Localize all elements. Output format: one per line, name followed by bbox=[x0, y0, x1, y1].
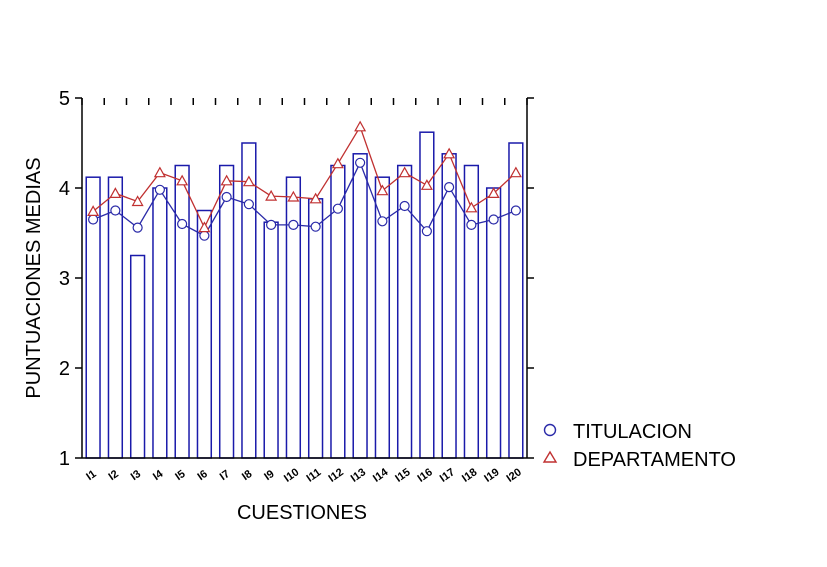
legend-label-titulacion: TITULACION bbox=[573, 421, 692, 443]
bar-i13 bbox=[352, 153, 368, 459]
point-departamento bbox=[220, 174, 233, 186]
x-tick-label: I4 bbox=[151, 467, 166, 483]
point-titulacion bbox=[310, 221, 321, 232]
x-tick-label: I11 bbox=[304, 466, 323, 484]
bar-i6 bbox=[196, 209, 213, 459]
point-departamento bbox=[376, 184, 389, 196]
x-tick-label: I2 bbox=[106, 468, 120, 483]
x-tick-label: I8 bbox=[240, 468, 254, 483]
bar-group bbox=[85, 131, 524, 459]
point-titulacion bbox=[132, 222, 143, 233]
point-departamento bbox=[109, 187, 122, 198]
x-tick-label: I16 bbox=[415, 466, 434, 485]
point-titulacion bbox=[332, 203, 343, 214]
bar-i11 bbox=[307, 198, 324, 459]
x-tick-label: I10 bbox=[282, 466, 301, 485]
point-titulacion bbox=[421, 226, 432, 237]
y-axis-title: PUNTUACIONES MEDIAS bbox=[23, 157, 45, 398]
x-tick-label: I14 bbox=[371, 466, 391, 485]
bar-i20 bbox=[508, 142, 524, 459]
point-departamento bbox=[198, 221, 211, 233]
point-titulacion bbox=[199, 230, 210, 241]
bar-i4 bbox=[152, 187, 168, 459]
bar-i17 bbox=[441, 153, 457, 459]
legend-marker-departamento bbox=[542, 450, 558, 463]
point-titulacion bbox=[510, 205, 521, 216]
y-tick-label: 1 bbox=[59, 448, 70, 470]
point-titulacion bbox=[488, 214, 499, 225]
series-line-titulacion bbox=[92, 161, 517, 237]
point-departamento bbox=[87, 205, 100, 216]
y-tick-label: 5 bbox=[59, 88, 70, 110]
x-tick-label: I1 bbox=[84, 468, 98, 483]
x-tick-label: I20 bbox=[504, 466, 523, 485]
point-departamento bbox=[509, 166, 522, 178]
legend: TITULACION DEPARTAMENTO bbox=[542, 421, 736, 471]
point-titulacion bbox=[288, 219, 299, 230]
point-departamento bbox=[398, 166, 411, 178]
bar-i2 bbox=[107, 176, 124, 459]
point-departamento bbox=[354, 120, 367, 132]
x-tick-label: I18 bbox=[460, 466, 479, 485]
axes bbox=[75, 97, 534, 459]
x-tick-label: I7 bbox=[218, 468, 232, 483]
bar-i7 bbox=[218, 164, 235, 459]
point-titulacion bbox=[110, 205, 121, 216]
point-departamento bbox=[176, 174, 189, 186]
point-titulacion bbox=[377, 216, 388, 227]
x-tick-label: I12 bbox=[326, 466, 345, 485]
bar-i19 bbox=[485, 187, 502, 459]
point-departamento bbox=[153, 166, 166, 178]
point-titulacion bbox=[243, 199, 254, 210]
point-departamento bbox=[331, 157, 344, 169]
point-titulacion bbox=[466, 219, 477, 230]
point-titulacion bbox=[399, 200, 410, 212]
y-tick-label: 2 bbox=[59, 358, 70, 380]
legend-marker-titulacion bbox=[543, 423, 557, 437]
x-tick-label: I5 bbox=[173, 468, 187, 483]
bar-i9 bbox=[263, 221, 279, 459]
bar-i5 bbox=[174, 164, 190, 459]
point-departamento bbox=[465, 201, 478, 213]
x-axis-title: CUESTIONES bbox=[237, 502, 367, 524]
point-departamento bbox=[265, 189, 278, 201]
point-departamento bbox=[242, 175, 255, 187]
point-departamento bbox=[131, 195, 144, 207]
x-tick-label: I9 bbox=[262, 468, 276, 483]
bar-i10 bbox=[285, 176, 302, 459]
point-departamento bbox=[443, 147, 456, 159]
bar-i8 bbox=[241, 142, 257, 459]
point-titulacion bbox=[88, 214, 99, 225]
x-tick-label: I15 bbox=[393, 466, 412, 485]
series-lines bbox=[92, 125, 517, 237]
y-tick-label: 3 bbox=[59, 268, 70, 290]
x-tick-label: I13 bbox=[349, 466, 368, 485]
point-departamento bbox=[420, 179, 433, 190]
legend-label-departamento: DEPARTAMENTO bbox=[573, 449, 736, 471]
x-tick-label: I17 bbox=[438, 466, 457, 485]
point-titulacion bbox=[266, 219, 277, 230]
point-titulacion bbox=[355, 157, 366, 168]
point-titulacion bbox=[154, 184, 165, 195]
point-departamento bbox=[309, 192, 322, 204]
point-titulacion bbox=[221, 191, 232, 203]
series-markers bbox=[87, 120, 522, 241]
point-departamento bbox=[487, 187, 500, 198]
bar-i3 bbox=[129, 254, 146, 459]
point-titulacion bbox=[444, 182, 455, 193]
x-tick-label: I6 bbox=[195, 468, 209, 483]
point-departamento bbox=[287, 190, 300, 202]
point-titulacion bbox=[177, 218, 188, 230]
x-tick-label: I19 bbox=[482, 466, 501, 485]
x-tick-label: I3 bbox=[129, 468, 143, 483]
y-tick-label: 4 bbox=[59, 178, 70, 200]
